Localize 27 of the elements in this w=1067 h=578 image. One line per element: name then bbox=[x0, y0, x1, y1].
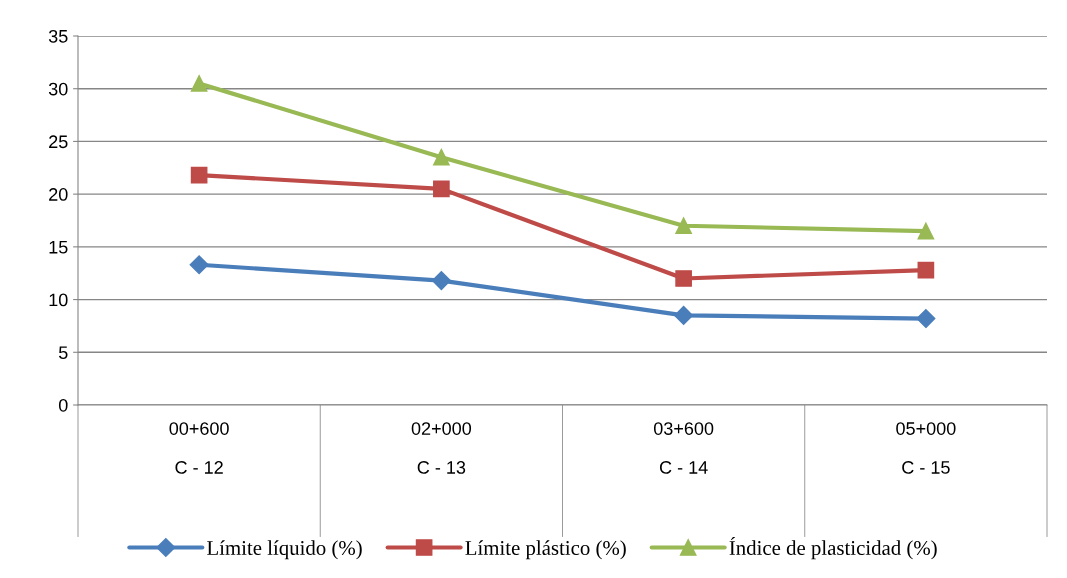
point bbox=[916, 309, 936, 329]
point bbox=[917, 261, 935, 279]
point bbox=[674, 305, 694, 325]
legend-label: Índice de plasticidad (%) bbox=[729, 536, 937, 560]
point bbox=[433, 148, 450, 166]
legend-label: Límite líquido (%) bbox=[207, 540, 362, 560]
y-tick-label: 25 bbox=[49, 135, 68, 149]
category-label: 03+600 C - 14 bbox=[653, 422, 714, 474]
point bbox=[190, 166, 208, 184]
y-tick-label: 20 bbox=[49, 188, 68, 201]
y-tick-label: 5 bbox=[58, 346, 68, 360]
y-tick-label: 0 bbox=[58, 398, 68, 412]
y-tick-label: 15 bbox=[49, 240, 68, 254]
point bbox=[190, 75, 208, 92]
y-tick-label: 10 bbox=[49, 293, 68, 307]
category-label: 05+000 C - 15 bbox=[896, 422, 956, 474]
y-tick-label: 30 bbox=[48, 82, 68, 96]
y-tick-label: 35 bbox=[48, 29, 68, 43]
point bbox=[917, 222, 935, 240]
point bbox=[189, 255, 209, 275]
category-label: 02+000 C - 13 bbox=[411, 422, 472, 474]
point bbox=[433, 180, 450, 198]
point bbox=[675, 217, 692, 235]
legend-label: Límite plástico (%) bbox=[465, 540, 626, 560]
point bbox=[431, 271, 451, 291]
category-label: 00+600 C - 12 bbox=[169, 422, 229, 474]
point bbox=[675, 270, 692, 287]
